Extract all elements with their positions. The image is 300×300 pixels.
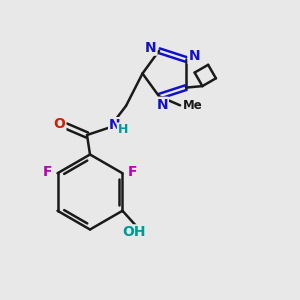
Text: N: N xyxy=(156,98,168,112)
Text: F: F xyxy=(128,165,138,179)
Text: OH: OH xyxy=(122,225,146,239)
Text: N: N xyxy=(145,41,157,55)
Text: H: H xyxy=(118,123,128,136)
Text: O: O xyxy=(53,117,65,130)
Text: N: N xyxy=(188,50,200,63)
Text: N: N xyxy=(109,118,121,132)
Text: Me: Me xyxy=(182,99,202,112)
Text: F: F xyxy=(42,165,52,179)
